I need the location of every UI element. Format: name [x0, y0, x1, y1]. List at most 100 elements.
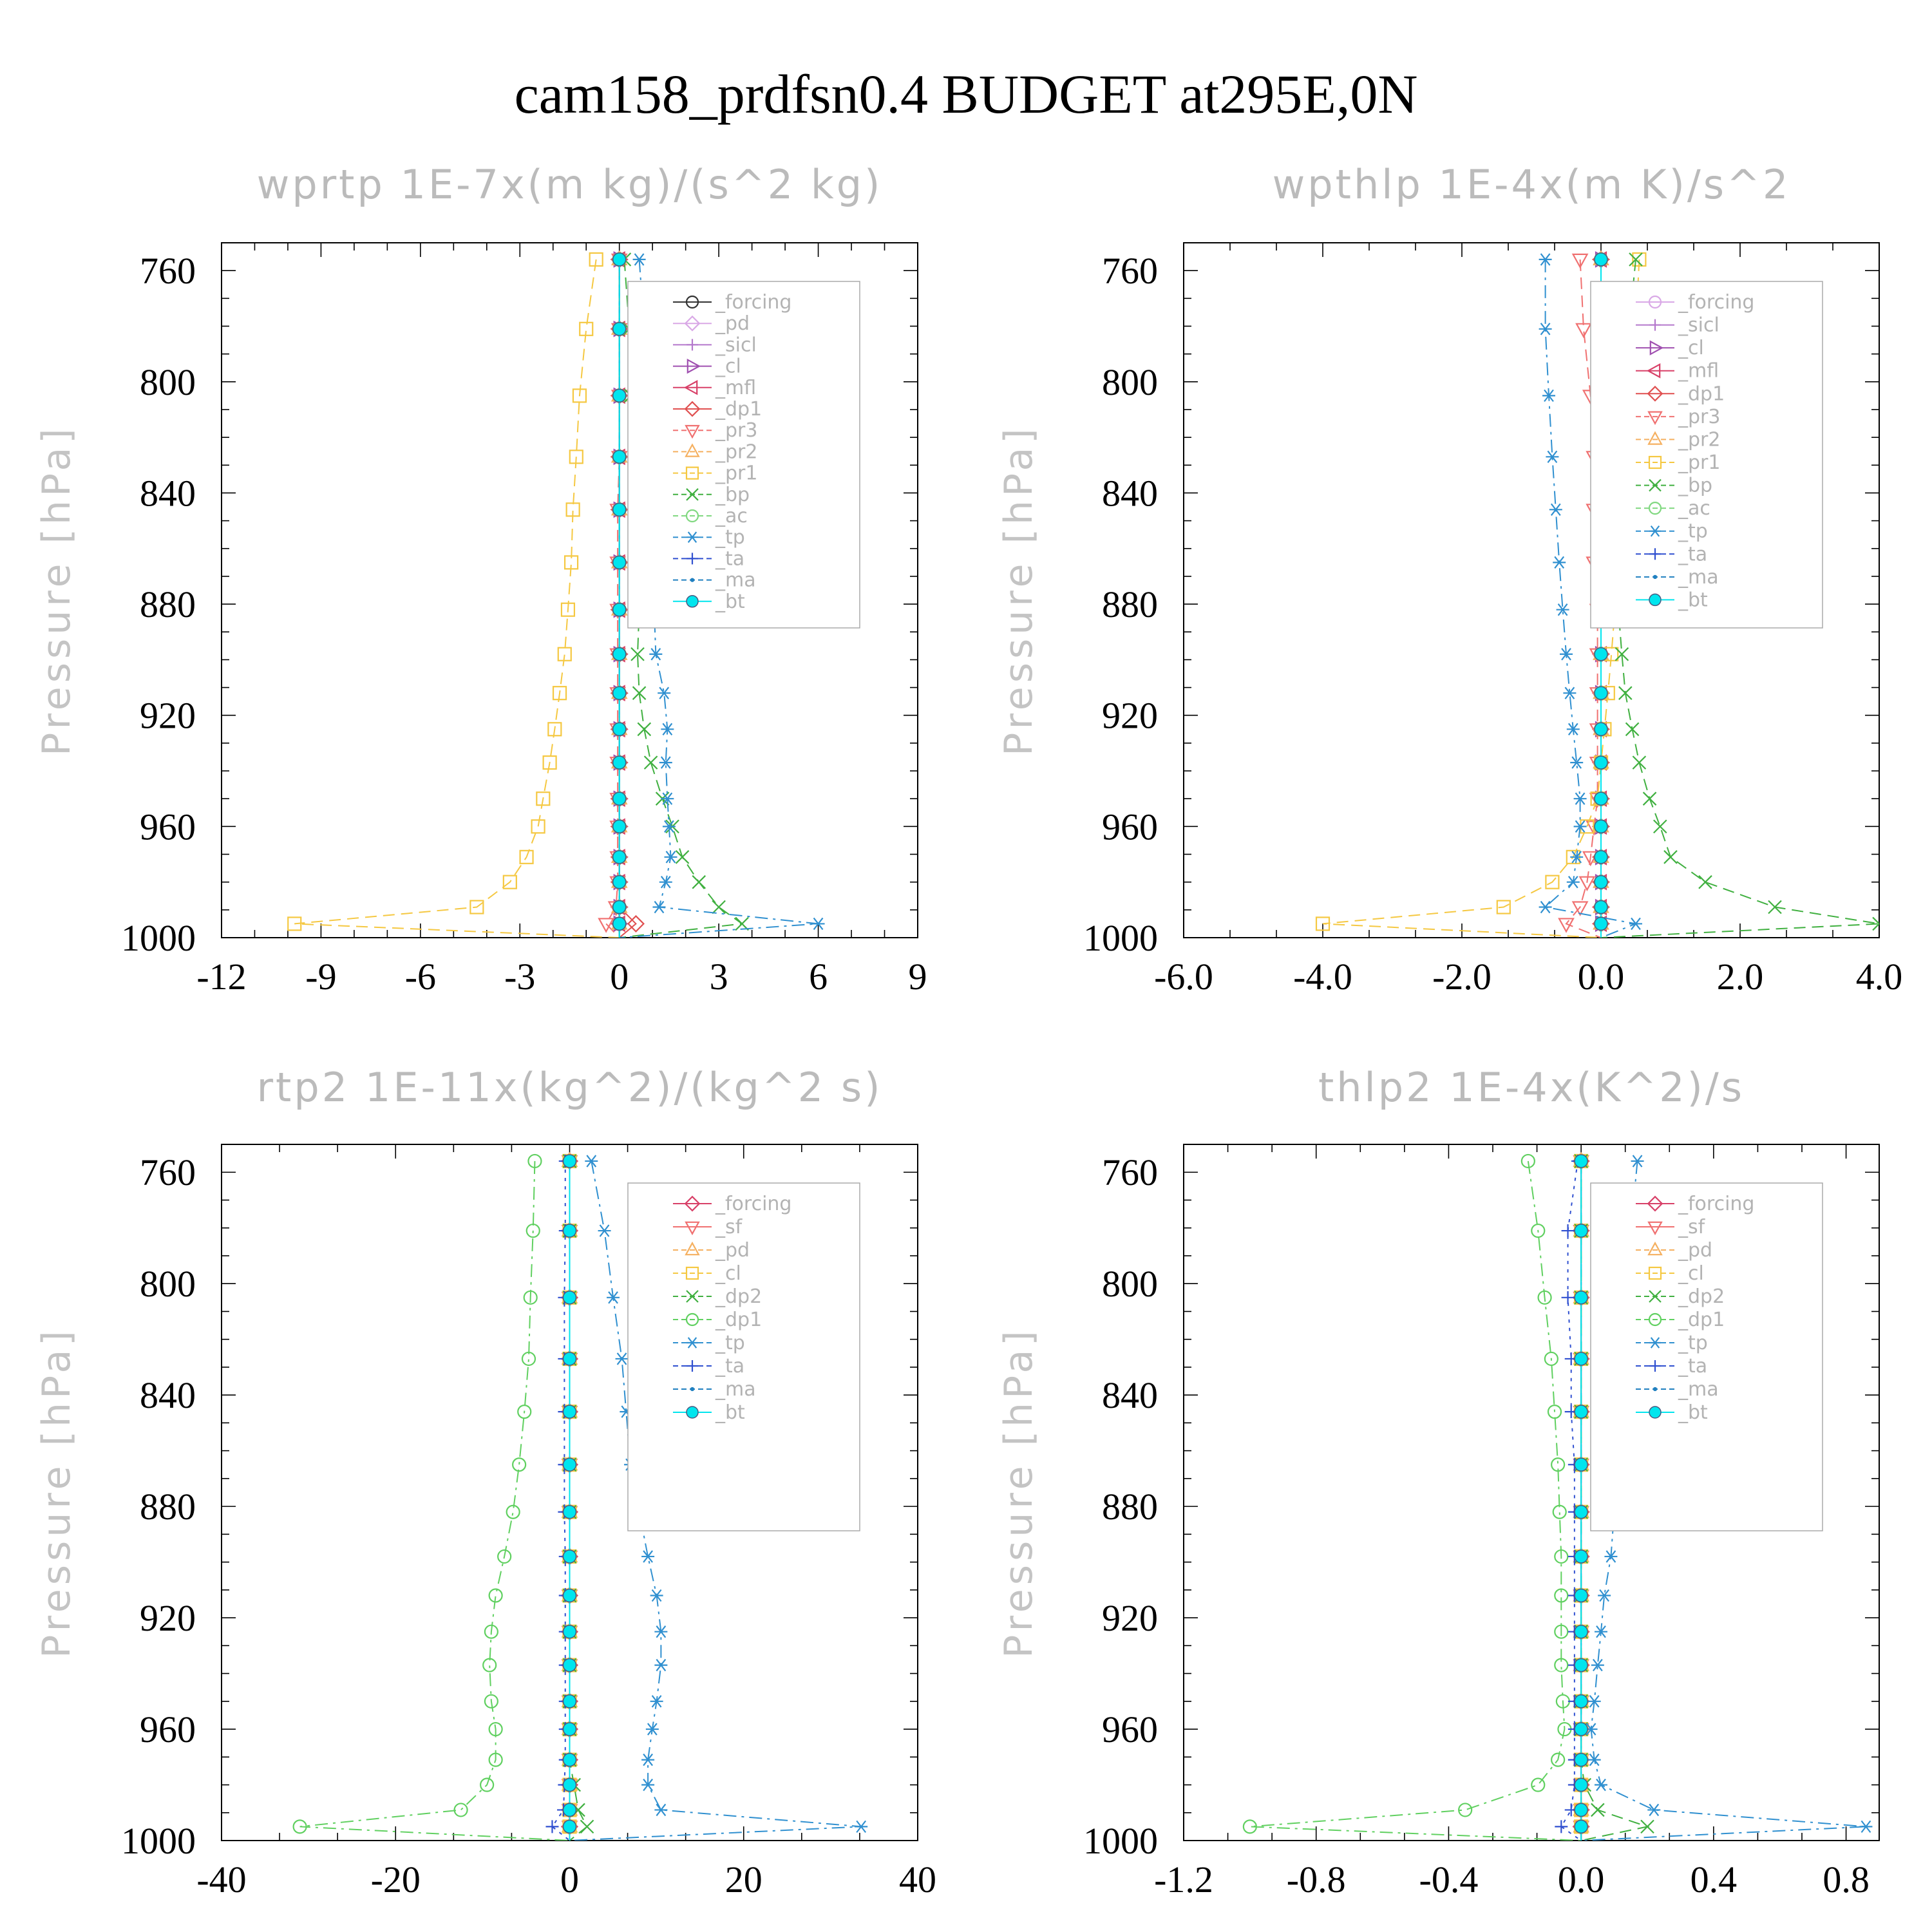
legend-label: _dp1: [1678, 1309, 1725, 1331]
data-point_pr1: [531, 819, 545, 834]
series_bt: [612, 252, 627, 938]
data-point_dp1: [484, 1694, 498, 1709]
y-tick-label: 920: [140, 695, 196, 737]
legend-marker: [1648, 1266, 1662, 1280]
data-point_pr1: [552, 686, 567, 701]
data-point_bt: [1594, 791, 1608, 806]
legend: _forcing_sf_pd_cl_dp2_dp1_tp_ta_ma_bt: [1590, 1182, 1823, 1531]
data-point_dp1: [482, 1658, 497, 1672]
legend-marker: [1646, 363, 1661, 379]
data-point_bt: [1594, 900, 1608, 914]
data-point_bp: [1663, 850, 1678, 864]
data-point_bp: [1632, 755, 1647, 770]
y-tick-label: 800: [1102, 361, 1158, 403]
x-tick-label: 4.0: [1856, 956, 1903, 998]
legend-label: _ta: [715, 1355, 744, 1378]
legend-marker: [1648, 295, 1662, 309]
data-point_bt: [612, 686, 627, 700]
data-point_tp: [1566, 876, 1580, 889]
legend-marker: [687, 1337, 698, 1349]
legend-label: _forcing: [1678, 291, 1754, 314]
y-tick-label: 800: [1102, 1263, 1158, 1305]
panel-title: wprtp 1E-7x(m kg)/(s^2 kg): [257, 161, 883, 208]
data-point_pr3: [1571, 253, 1589, 269]
data-point_bt: [562, 1694, 577, 1709]
data-point_tp: [1573, 792, 1587, 805]
series_ta: [545, 1154, 572, 1841]
data-point_bt: [1594, 686, 1608, 700]
data-point_bt: [1594, 722, 1608, 737]
data-point_dp1: [1554, 1658, 1569, 1672]
data-point_dp1: [1520, 1153, 1535, 1169]
data-point_bt: [1574, 1803, 1588, 1817]
x-tick-label: 3: [710, 956, 728, 998]
data-point_dp1: [517, 1405, 532, 1419]
data-point_tp: [645, 1723, 659, 1736]
chart-panel-3: rtp2 1E-11x(kg^2)/(kg^2 s) Pressure [hPa]…: [34, 1064, 936, 1900]
x-tick-label: 2.0: [1717, 956, 1764, 998]
x-tick-label: 9: [909, 956, 927, 998]
y-axis-label: Pressure [hPa]: [996, 1327, 1041, 1658]
legend-marker: [686, 595, 699, 608]
y-tick-label: 920: [1102, 695, 1158, 737]
legend-marker: [690, 578, 695, 582]
data-point_pr1: [560, 602, 576, 617]
legend-marker: [683, 380, 698, 395]
data-point_pr1: [564, 555, 579, 570]
y-tick-label: 880: [1102, 583, 1158, 625]
data-point_dp1: [1554, 1588, 1569, 1603]
x-tick-label: -6: [405, 956, 436, 998]
legend-label: _sicl: [715, 334, 757, 356]
data-point_dp2: [1640, 1819, 1654, 1834]
data-point_dp1: [1552, 1504, 1567, 1519]
legend-label: _forcing: [1678, 1193, 1754, 1215]
data-point_pr1: [565, 502, 580, 517]
legend-label: _bp: [715, 484, 750, 506]
data-point_bt: [562, 1624, 577, 1639]
y-tick-label: 960: [140, 1709, 196, 1750]
data-point_bt: [612, 850, 627, 864]
data-point_pr1: [572, 388, 587, 403]
legend-label: _tp: [715, 1332, 745, 1354]
data-point_bt: [1574, 1694, 1588, 1709]
data-point_bt: [612, 502, 627, 517]
data-point_tp: [1563, 687, 1577, 699]
data-point_tp: [650, 1589, 663, 1602]
x-tick-label: -12: [196, 956, 246, 998]
y-tick-label: 880: [140, 583, 196, 625]
data-point_tp: [641, 1753, 655, 1766]
legend-label: _ac: [715, 505, 748, 527]
legend-marker: [684, 401, 701, 417]
y-tick-label: 760: [1102, 1151, 1158, 1193]
y-tick-label: 760: [140, 250, 196, 292]
data-point_bt: [562, 1457, 577, 1472]
data-point_dp1: [1554, 1624, 1569, 1639]
data-point_tp: [1591, 1658, 1604, 1672]
legend-marker: [685, 1221, 700, 1236]
legend-marker: [1649, 1337, 1661, 1349]
legend-label: _sf: [715, 1216, 743, 1238]
legend-marker: [1648, 455, 1662, 469]
data-point_dp1: [526, 1223, 540, 1238]
legend-marker: [1647, 1195, 1663, 1212]
x-tick-label: 0.8: [1823, 1859, 1870, 1900]
series_pr1: [287, 252, 620, 938]
legend-box: [627, 281, 860, 629]
legend-label: _ta: [715, 547, 744, 570]
data-point_ta: [1561, 1291, 1575, 1304]
data-point_tp: [658, 687, 671, 699]
data-point_bt: [1574, 1658, 1588, 1672]
chart-panel-4: thlp2 1E-4x(K^2)/s Pressure [hPa] -1.2 -0.8…: [996, 1064, 1880, 1900]
data-point_tp: [585, 1155, 598, 1168]
data-point_dp1: [484, 1624, 498, 1639]
data-point_bp: [1642, 791, 1657, 806]
series-line_dp2: [569, 1160, 588, 1841]
y-tick-label: 840: [140, 472, 196, 514]
series_dp2: [562, 1154, 594, 1841]
data-point_tp: [855, 1820, 868, 1833]
data-point_tp: [1587, 1695, 1601, 1708]
data-point_pr1: [502, 875, 517, 889]
data-point_bt: [612, 647, 627, 661]
legend-marker: [1649, 525, 1661, 537]
data-point_tp: [649, 648, 663, 661]
